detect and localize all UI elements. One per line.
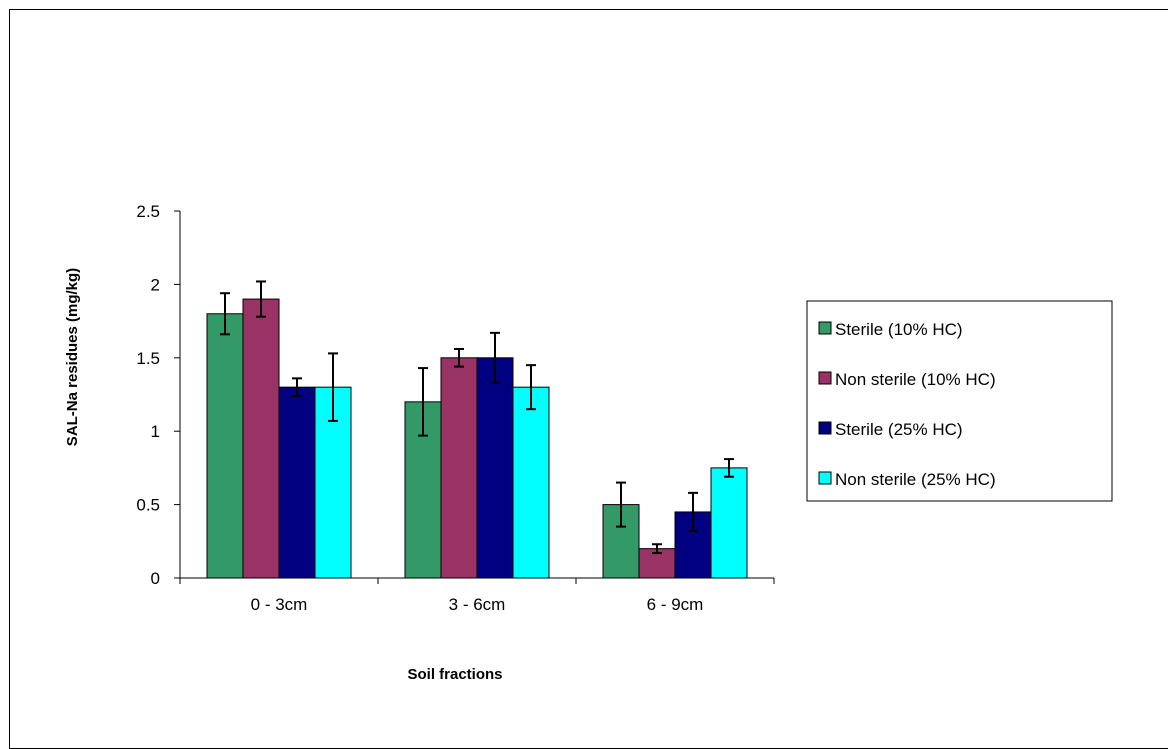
error-bars-layer xyxy=(220,280,734,555)
legend-label-3: Non sterile (25% HC) xyxy=(835,470,996,489)
x-tick-label-2: 6 - 9cm xyxy=(647,595,704,614)
x-tick-label-1: 3 - 6cm xyxy=(449,595,506,614)
y-axis-title: SAL-Na residues (mg/kg) xyxy=(64,268,81,446)
error-bar-1-0 xyxy=(418,367,428,437)
bar-0-1 xyxy=(242,298,280,579)
bars-layer xyxy=(206,298,748,579)
y-tick-label-4: 2 xyxy=(151,275,160,294)
error-bar-1-3 xyxy=(526,364,536,411)
legend-label-1: Non sterile (10% HC) xyxy=(835,370,996,389)
bar-1-1 xyxy=(440,357,478,579)
y-tick-label-2: 1 xyxy=(151,422,160,441)
y-tick-label-5: 2.5 xyxy=(136,202,160,221)
error-bar-0-1 xyxy=(256,280,266,318)
error-bar-1-2 xyxy=(490,331,500,384)
legend-item-3: Non sterile (25% HC) xyxy=(818,470,996,489)
axes-layer xyxy=(174,210,775,584)
x-axis-title: Soil fractions xyxy=(407,666,502,683)
error-bar-1-1 xyxy=(454,347,464,368)
legend-swatch-2 xyxy=(818,421,832,435)
legend-items: Sterile (10% HC) Non sterile (10% HC) Ster… xyxy=(818,320,996,489)
legend-item-1: Non sterile (10% HC) xyxy=(818,370,996,389)
legend-label-2: Sterile (25% HC) xyxy=(835,420,963,439)
legend-swatch-3 xyxy=(818,471,832,485)
error-bar-0-0 xyxy=(220,292,230,336)
legend-item-2: Sterile (25% HC) xyxy=(818,420,963,439)
error-bar-0-2 xyxy=(292,377,302,397)
bar-1-3 xyxy=(512,386,550,579)
legend: Sterile (10% HC) Non sterile (10% HC) Ster… xyxy=(806,300,1113,502)
y-tick-label-3: 1.5 xyxy=(136,349,160,368)
legend-swatch-0 xyxy=(818,321,832,335)
bar-0-0 xyxy=(206,313,244,579)
error-bar-2-0 xyxy=(616,481,626,528)
y-tick-label-0: 0 xyxy=(151,569,160,588)
bar-2-3 xyxy=(710,467,748,579)
error-bar-2-3 xyxy=(724,458,734,478)
error-bar-2-2 xyxy=(688,491,698,533)
bar-1-2 xyxy=(476,357,514,579)
error-bar-0-3 xyxy=(328,352,338,422)
bar-0-2 xyxy=(278,386,316,579)
error-bar-2-1 xyxy=(652,543,662,555)
x-tick-label-0: 0 - 3cm xyxy=(251,595,308,614)
legend-swatch-1 xyxy=(818,371,832,385)
legend-label-0: Sterile (10% HC) xyxy=(835,320,963,339)
tick-labels-layer: 0 0.5 1 1.5 2 2.5 0 - 3cm 3 - 6cm 6 - 9cm xyxy=(136,202,703,614)
legend-item-0: Sterile (10% HC) xyxy=(818,320,963,339)
legend-box xyxy=(806,300,1113,502)
y-tick-label-1: 0.5 xyxy=(136,496,160,515)
